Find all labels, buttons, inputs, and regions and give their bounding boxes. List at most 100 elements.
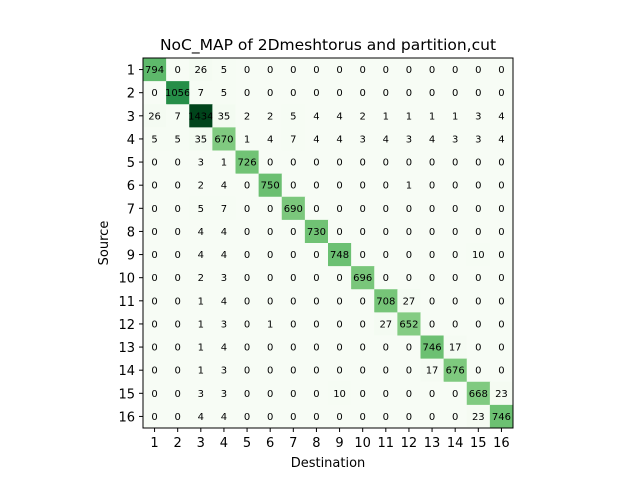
heatmap-cell [235, 219, 260, 244]
heatmap-cell [235, 381, 260, 406]
cell-value-label: 0 [452, 65, 458, 76]
heatmap-cell [466, 150, 491, 175]
heatmap-cell [143, 312, 167, 336]
cell-value-label: 0 [290, 65, 296, 76]
heatmap-cell [281, 358, 306, 383]
cell-value-label: 730 [307, 227, 326, 238]
cell-value-label: 3 [221, 389, 227, 400]
heatmap-cell [189, 266, 213, 290]
cell-value-label: 0 [360, 296, 366, 307]
cell-value-label: 3 [475, 134, 481, 145]
cell-value-label: 3 [475, 111, 481, 122]
chart-title: NoC_MAP of 2Dmeshtorus and partition,cut [160, 36, 496, 55]
cell-value-label: 0 [244, 65, 250, 76]
heatmap-cell [143, 358, 167, 383]
cell-value-label: 7 [221, 204, 227, 215]
cell-value-label: 0 [151, 227, 157, 238]
heatmap-cell [328, 127, 352, 151]
heatmap-cell [235, 196, 260, 221]
heatmap-cell [420, 150, 445, 175]
cell-value-label: 5 [198, 204, 204, 215]
cell-value-label: 0 [475, 273, 481, 284]
x-tick-label: 12 [401, 436, 418, 451]
cell-value-label: 0 [383, 250, 389, 261]
heatmap-cell [304, 81, 329, 105]
cell-value-label: 0 [267, 389, 273, 400]
cell-value-label: 1056 [165, 88, 190, 99]
cell-value-label: 0 [151, 181, 157, 192]
cell-value-label: 0 [313, 296, 319, 307]
y-axis-label: Source [97, 221, 112, 266]
heatmap-cell [397, 266, 421, 290]
heatmap-cell [212, 58, 236, 82]
heatmap-cell [189, 335, 213, 360]
heatmap-cell [351, 150, 375, 175]
cell-value-label: 26 [148, 111, 161, 122]
heatmap-cell [351, 81, 375, 105]
cell-value-label: 0 [498, 250, 504, 261]
cell-value-label: 1 [221, 158, 227, 169]
heatmap-cell [466, 266, 491, 290]
cell-value-label: 0 [175, 181, 181, 192]
heatmap-cell [166, 219, 190, 244]
cell-value-label: 0 [267, 158, 273, 169]
heatmap-cell [443, 358, 468, 383]
cell-value-label: 4 [221, 343, 227, 354]
cell-value-label: 0 [383, 389, 389, 400]
heatmap-cell [143, 381, 167, 406]
heatmap-cell [189, 104, 213, 128]
heatmap-cell [328, 243, 352, 267]
heatmap-cell [443, 312, 468, 336]
cell-value-label: 1 [429, 111, 435, 122]
heatmap-cell [143, 127, 167, 151]
heatmap-cell [189, 358, 213, 383]
cell-value-label: 0 [244, 412, 250, 423]
cell-value-label: 0 [406, 389, 412, 400]
heatmap-cell [466, 243, 491, 267]
cell-value-label: 17 [426, 366, 439, 377]
cell-value-label: 3 [198, 389, 204, 400]
cell-value-label: 0 [244, 389, 250, 400]
cell-value-label: 0 [429, 319, 435, 330]
cell-value-label: 0 [290, 227, 296, 238]
heatmap-cell [235, 127, 260, 151]
heatmap-cell [351, 358, 375, 383]
cell-value-label: 0 [475, 65, 481, 76]
cell-value-label: 0 [290, 343, 296, 354]
cell-value-label: 0 [244, 273, 250, 284]
cell-value-label: 4 [336, 134, 342, 145]
cell-value-label: 708 [376, 296, 395, 307]
cell-value-label: 0 [313, 181, 319, 192]
cell-value-label: 7 [198, 88, 204, 99]
cell-value-label: 3 [221, 366, 227, 377]
heatmap-cell [143, 266, 167, 290]
cell-value-label: 23 [495, 389, 508, 400]
cell-value-label: 0 [475, 204, 481, 215]
heatmap-cell [235, 243, 260, 267]
x-axis-ticks: 1 2 3 4 5 6 7 8 9 10 11 12 13 14 15 16 [150, 428, 510, 451]
heatmap-cell [489, 196, 514, 221]
heatmap-cell [304, 243, 329, 267]
cell-value-label: 0 [175, 319, 181, 330]
heatmap-cell [489, 312, 514, 336]
cell-value-label: 0 [360, 389, 366, 400]
cell-value-label: 0 [313, 65, 319, 76]
cell-value-label: 0 [498, 319, 504, 330]
heatmap-cell [281, 150, 306, 175]
heatmap-cell [189, 173, 213, 198]
cell-value-label: 0 [290, 389, 296, 400]
heatmap-cell [351, 381, 375, 406]
heatmap-cell [235, 289, 260, 313]
cell-value-label: 0 [336, 227, 342, 238]
cell-value-label: 670 [214, 134, 233, 145]
heatmap-cell [328, 173, 352, 198]
cell-value-label: 0 [383, 343, 389, 354]
heatmap-cell [466, 404, 491, 429]
cell-value-label: 0 [290, 319, 296, 330]
cell-value-label: 23 [472, 412, 485, 423]
x-tick-label: 3 [197, 436, 205, 451]
cell-value-label: 0 [429, 88, 435, 99]
cell-value-label: 0 [244, 181, 250, 192]
y-tick-label: 16 [118, 410, 135, 425]
heatmap-cell [235, 335, 260, 360]
